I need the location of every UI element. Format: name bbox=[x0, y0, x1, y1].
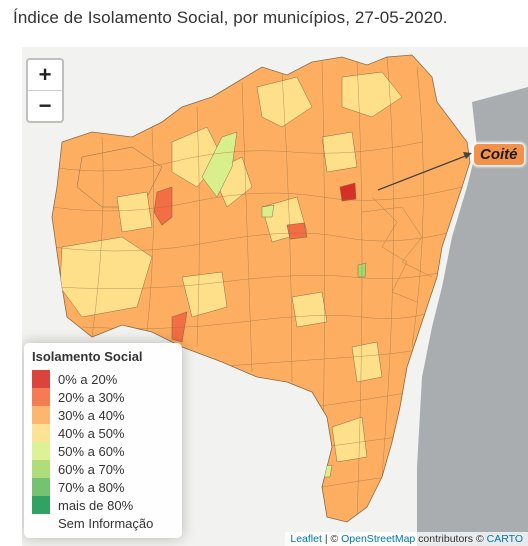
municipality-patch bbox=[341, 71, 403, 118]
legend-swatch bbox=[32, 478, 50, 496]
legend-swatch bbox=[32, 388, 50, 406]
legend-item: 50% a 60% bbox=[32, 442, 174, 460]
municipality-patch bbox=[181, 271, 228, 318]
legend-item: 20% a 30% bbox=[32, 388, 174, 406]
legend-swatch bbox=[32, 406, 50, 424]
municipality-patch bbox=[291, 291, 328, 328]
zoom-in-button[interactable]: + bbox=[28, 60, 62, 91]
callout-arrow bbox=[377, 154, 469, 191]
legend: Isolamento Social 0% a 20% 20% a 30% 30%… bbox=[24, 343, 182, 538]
legend-swatch bbox=[32, 496, 50, 514]
legend-label: 60% a 70% bbox=[58, 461, 125, 477]
legend-item: mais de 80% bbox=[32, 496, 174, 514]
municipality-patch bbox=[317, 464, 333, 478]
legend-swatch bbox=[32, 442, 50, 460]
carto-link[interactable]: CARTO bbox=[486, 533, 523, 545]
municipality-patch bbox=[286, 222, 308, 240]
legend-item: Sem Informação bbox=[32, 514, 174, 532]
municipality-patch bbox=[201, 131, 238, 198]
municipality-patch bbox=[261, 204, 275, 218]
map-attribution: Leaflet | © OpenStreetMap contributors ©… bbox=[285, 532, 528, 546]
legend-swatch bbox=[32, 460, 50, 478]
municipality-layer bbox=[52, 56, 463, 518]
page-title: Índice de Isolamento Social, por municíp… bbox=[13, 8, 448, 27]
callout-label: Coité bbox=[474, 144, 524, 165]
attribution-contrib: contributors © bbox=[415, 533, 487, 545]
municipality-patch bbox=[153, 186, 173, 226]
legend-label: 30% a 40% bbox=[58, 407, 125, 423]
zoom-out-button[interactable]: − bbox=[38, 93, 52, 118]
municipality-patch bbox=[339, 182, 357, 202]
municipality-patch bbox=[256, 76, 313, 128]
legend-item: 60% a 70% bbox=[32, 460, 174, 478]
legend-label: 0% a 20% bbox=[58, 371, 118, 387]
municipality-patch bbox=[116, 191, 153, 233]
legend-item: 0% a 20% bbox=[32, 370, 174, 388]
legend-label: 20% a 30% bbox=[58, 389, 125, 405]
municipality-patch bbox=[351, 341, 383, 383]
zoom-control: + − bbox=[26, 58, 64, 123]
basemap[interactable] bbox=[22, 47, 528, 546]
legend-label: 50% a 60% bbox=[58, 443, 125, 459]
legend-label: mais de 80% bbox=[58, 497, 134, 513]
legend-swatch bbox=[32, 424, 50, 442]
legend-item: 30% a 40% bbox=[32, 406, 174, 424]
map-container[interactable]: + − Coité Isolamento Social 0% a 20% 20%… bbox=[22, 47, 528, 546]
legend-swatch bbox=[32, 370, 50, 388]
legend-label: 70% a 80% bbox=[58, 479, 125, 495]
osm-link[interactable]: OpenStreetMap bbox=[341, 533, 416, 545]
legend-swatch bbox=[32, 514, 50, 532]
legend-title: Isolamento Social bbox=[32, 349, 143, 364]
municipality-patch bbox=[321, 131, 358, 173]
legend-item: 70% a 80% bbox=[32, 478, 174, 496]
legend-item: 40% a 50% bbox=[32, 424, 174, 442]
legend-label: Sem Informação bbox=[58, 515, 154, 531]
leaflet-link[interactable]: Leaflet bbox=[290, 533, 322, 545]
municipality-borders bbox=[52, 56, 463, 518]
municipality-patch bbox=[171, 311, 188, 343]
ocean bbox=[417, 87, 528, 546]
callout-arrowhead bbox=[463, 152, 472, 159]
legend-label: 40% a 50% bbox=[58, 425, 125, 441]
attribution-sep: | © bbox=[321, 533, 342, 545]
municipality-patch bbox=[331, 416, 368, 463]
